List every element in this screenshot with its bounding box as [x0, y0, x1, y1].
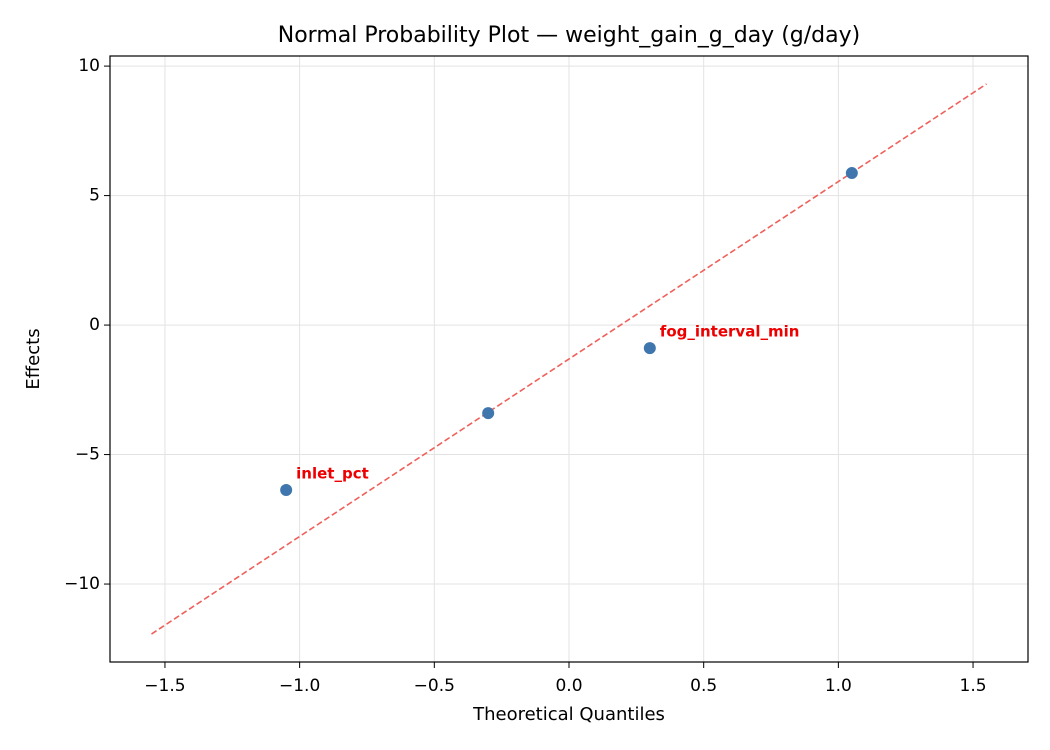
x-tick-label: 1.5 — [960, 676, 987, 696]
plot-frame — [109, 55, 1029, 663]
point — [845, 167, 858, 180]
y-tick-label: 0 — [89, 315, 100, 335]
x-tick-label: −1.5 — [144, 676, 185, 696]
y-tick-label: 10 — [78, 56, 100, 76]
x-tick-label: 0.5 — [690, 676, 717, 696]
y-tick-label: 5 — [89, 186, 100, 206]
chart-title: Normal Probability Plot — weight_gain_g_… — [278, 23, 860, 48]
x-tick-label: 1.0 — [825, 676, 852, 696]
y-tick-label: −10 — [64, 574, 100, 594]
x-tick-label: −0.5 — [414, 676, 455, 696]
point — [643, 342, 656, 355]
point — [482, 407, 495, 420]
point-label: inlet_pct — [296, 465, 369, 483]
x-axis-label: Theoretical Quantiles — [472, 704, 665, 725]
y-tick-label: −5 — [75, 445, 100, 465]
x-tick-label: −1.0 — [279, 676, 320, 696]
x-tick-label: 0.0 — [555, 676, 582, 696]
point-label: fog_interval_min — [660, 323, 800, 341]
y-axis-label: Effects — [23, 328, 44, 389]
point — [280, 484, 293, 497]
